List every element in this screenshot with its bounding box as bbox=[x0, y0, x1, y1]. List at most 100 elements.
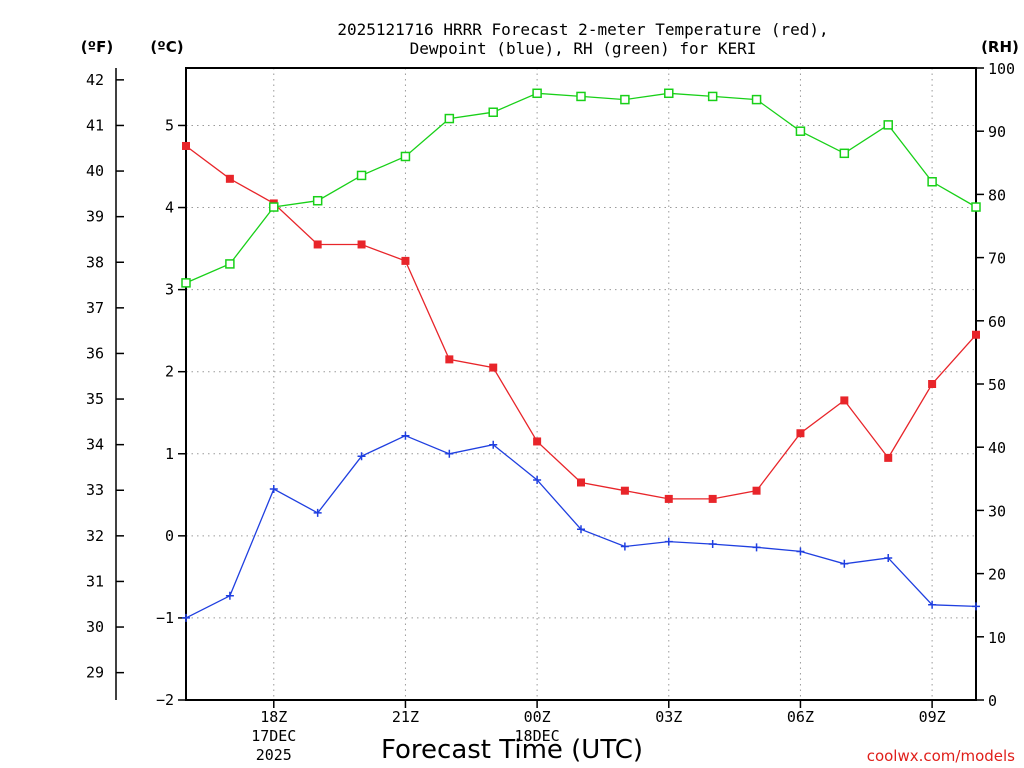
fahrenheit-unit-label: (ºF) bbox=[81, 38, 113, 56]
celsius-tick-label: 2 bbox=[165, 363, 174, 381]
dewpoint-point bbox=[928, 600, 937, 609]
fahrenheit-tick-label: 34 bbox=[86, 436, 104, 454]
rh-point bbox=[620, 94, 630, 105]
temperature-point bbox=[752, 486, 761, 495]
rh-point bbox=[312, 195, 323, 206]
dewpoint-point bbox=[796, 547, 805, 556]
rh-tick-label: 10 bbox=[988, 629, 1006, 647]
rh-line bbox=[185, 92, 977, 284]
rh-point bbox=[488, 107, 498, 117]
fahrenheit-tick-label: 37 bbox=[86, 299, 104, 317]
temperature-point bbox=[796, 429, 805, 438]
rh-tick-label: 30 bbox=[988, 502, 1006, 520]
dewpoint-point bbox=[577, 525, 585, 534]
x-tick-label: 03Z bbox=[655, 708, 682, 726]
celsius-tick-label: 1 bbox=[165, 445, 174, 463]
chart-title-line-2: Dewpoint (blue), RH (green) for KERI bbox=[410, 39, 757, 58]
temperature-point bbox=[401, 256, 410, 265]
dewpoint-point bbox=[884, 554, 893, 563]
fahrenheit-tick-label: 36 bbox=[86, 344, 104, 362]
dewpoint-point bbox=[620, 542, 629, 551]
temperature-point bbox=[313, 240, 322, 249]
dewpoint-point bbox=[269, 485, 278, 494]
x-tick-date-label: 17DEC bbox=[251, 727, 296, 745]
fahrenheit-tick-label: 38 bbox=[86, 253, 104, 271]
rh-tick-label: 70 bbox=[988, 250, 1006, 268]
temperature-point bbox=[620, 486, 629, 495]
rh-tick-label: 50 bbox=[988, 376, 1006, 394]
dewpoint-point bbox=[533, 476, 542, 485]
dewpoint-point bbox=[357, 452, 366, 461]
temperature-point bbox=[928, 380, 937, 388]
temperature-point bbox=[225, 174, 234, 183]
fahrenheit-tick-label: 29 bbox=[86, 664, 104, 682]
x-tick-label: 09Z bbox=[919, 708, 946, 726]
rh-point bbox=[269, 202, 279, 212]
dewpoint-point bbox=[664, 537, 673, 546]
fahrenheit-tick-label: 40 bbox=[86, 162, 104, 180]
celsius-tick-label: 5 bbox=[165, 116, 174, 134]
rh-tick-label: 90 bbox=[988, 123, 1006, 141]
rh-tick-label: 0 bbox=[988, 692, 997, 710]
rh-tick-label: 80 bbox=[988, 186, 1006, 204]
temperature-point bbox=[533, 437, 542, 446]
fahrenheit-tick-label: 39 bbox=[86, 208, 104, 226]
rh-point bbox=[532, 88, 542, 99]
temperature-point bbox=[577, 478, 585, 487]
temperature-point bbox=[840, 396, 849, 405]
x-tick-label: 00Z bbox=[524, 708, 551, 726]
credit-text: coolwx.com/models bbox=[867, 747, 1015, 765]
x-axis-label: Forecast Time (UTC) bbox=[381, 735, 643, 765]
dewpoint-point bbox=[752, 543, 761, 552]
dewpoint-point bbox=[972, 602, 980, 611]
temperature-point bbox=[884, 453, 893, 462]
temperature-point bbox=[357, 240, 366, 249]
temperature-line bbox=[185, 145, 977, 500]
rh-point bbox=[795, 126, 806, 136]
temperature-point bbox=[445, 355, 454, 364]
chart-title-line-1: 2025121716 HRRR Forecast 2-meter Tempera… bbox=[337, 20, 828, 39]
rh-point bbox=[400, 151, 411, 162]
dewpoint-point bbox=[225, 591, 234, 600]
rh-point bbox=[181, 278, 191, 288]
rh-unit-label: (RH) bbox=[981, 38, 1019, 56]
fahrenheit-tick-label: 31 bbox=[86, 572, 104, 590]
celsius-unit-label: (ºC) bbox=[150, 38, 183, 56]
celsius-tick-label: −1 bbox=[156, 609, 174, 627]
celsius-tick-label: 3 bbox=[165, 281, 174, 299]
gridlines bbox=[186, 68, 976, 700]
x-tick-label: 18Z bbox=[260, 708, 287, 726]
temperature-point bbox=[489, 363, 498, 372]
celsius-tick-label: 4 bbox=[165, 199, 174, 217]
axes: −2−1012345293031323334353637383940414201… bbox=[86, 60, 1015, 764]
fahrenheit-tick-label: 33 bbox=[86, 481, 104, 499]
temperature-point bbox=[708, 494, 717, 503]
celsius-tick-label: 0 bbox=[165, 527, 174, 545]
fahrenheit-tick-label: 42 bbox=[86, 71, 104, 89]
dewpoint-point bbox=[840, 559, 849, 568]
rh-point bbox=[971, 202, 981, 212]
dewpoint-point bbox=[182, 613, 190, 622]
rh-point bbox=[444, 113, 455, 124]
rh-tick-label: 40 bbox=[988, 439, 1006, 457]
dewpoint-point bbox=[445, 449, 454, 458]
fahrenheit-tick-label: 41 bbox=[86, 116, 104, 134]
dewpoint-point bbox=[313, 508, 322, 517]
rh-tick-label: 20 bbox=[988, 566, 1006, 584]
temperature-point bbox=[664, 494, 673, 503]
rh-tick-label: 100 bbox=[988, 60, 1015, 78]
rh-point bbox=[751, 94, 762, 105]
rh-point bbox=[707, 91, 718, 102]
plot-frame bbox=[185, 67, 977, 701]
fahrenheit-tick-label: 32 bbox=[86, 527, 104, 545]
celsius-tick-label: −2 bbox=[156, 691, 174, 709]
temperature-point bbox=[972, 330, 980, 339]
rh-point bbox=[664, 88, 674, 99]
x-tick-date-label: 18DEC bbox=[515, 727, 560, 745]
temperature-point bbox=[182, 141, 190, 150]
x-tick-label: 21Z bbox=[392, 708, 419, 726]
data-series bbox=[181, 88, 981, 622]
dewpoint-point bbox=[489, 440, 498, 449]
rh-point bbox=[225, 259, 235, 269]
